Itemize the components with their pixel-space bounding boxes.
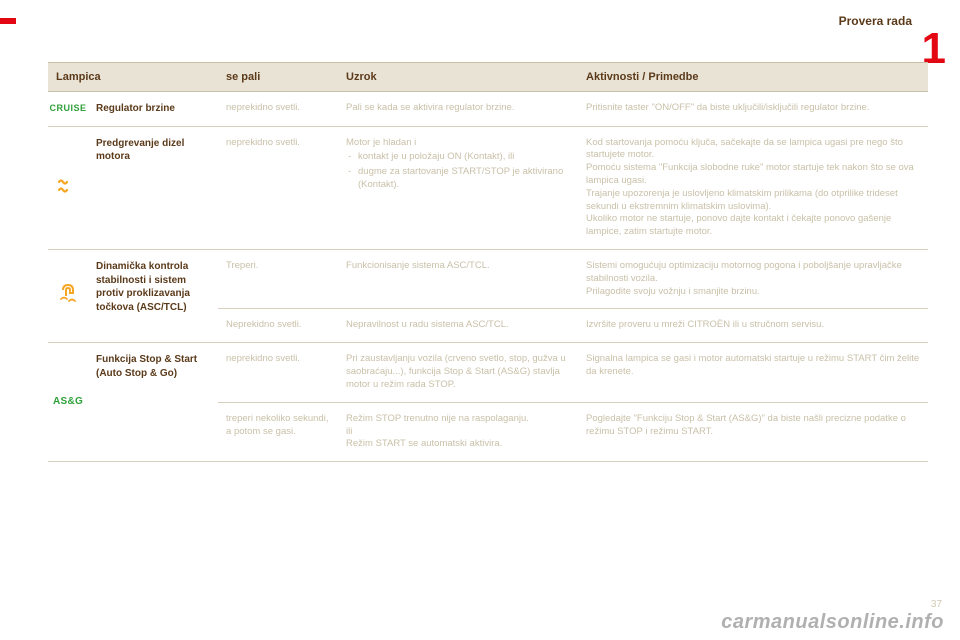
page-number: 37	[931, 599, 942, 610]
cell-aktivnosti: Izvršite proveru u mreži CITROËN ili u s…	[578, 309, 928, 343]
glow-plug-icon	[57, 178, 79, 198]
table-header-row: Lampica se pali Uzrok Aktivnosti / Prime…	[48, 63, 928, 92]
cruise-icon: CRUISE	[49, 103, 86, 113]
section-title: Provera rada	[839, 14, 912, 28]
cell-aktivnosti: Kod startovanja pomoću ključa, sačekajte…	[578, 126, 928, 250]
content-area: Lampica se pali Uzrok Aktivnosti / Prime…	[48, 62, 928, 462]
table-row: AS&G Funkcija Stop & Start (Auto Stop & …	[48, 343, 928, 402]
list-item: kontakt je u položaju ON (Kontakt), ili	[346, 151, 570, 164]
cell-uzrok: Funkcionisanje sistema ASC/TCL.	[338, 250, 578, 309]
cell-label: Dinamička kontrola stabilnosti i sistem …	[88, 250, 218, 343]
uzrok-list: kontakt je u položaju ON (Kontakt), ili …	[346, 151, 570, 191]
cell-uzrok: Pri zaustavljanju vozila (crveno svetlo,…	[338, 343, 578, 402]
th-sepali: se pali	[218, 63, 338, 92]
cell-aktivnosti: Pogledajte "Funkciju Stop & Start (AS&G)…	[578, 402, 928, 461]
table-row: Dinamička kontrola stabilnosti i sistem …	[48, 250, 928, 309]
th-uzrok: Uzrok	[338, 63, 578, 92]
cell-uzrok: Motor je hladan i kontakt je u položaju …	[338, 126, 578, 250]
cell-sepali: treperi nekoliko sekundi, a potom se gas…	[218, 402, 338, 461]
cell-sepali: neprekidno svetli.	[218, 126, 338, 250]
cell-sepali: Neprekidno svetli.	[218, 309, 338, 343]
cell-aktivnosti: Pritisnite taster "ON/OFF" da biste uklj…	[578, 92, 928, 127]
cell-label: Predgrevanje dizel motora	[88, 126, 218, 250]
cell-label: Regulator brzine	[88, 92, 218, 127]
cell-sepali: neprekidno svetli.	[218, 343, 338, 402]
page: Provera rada 1 Lampica se pali Uzrok Akt…	[0, 0, 960, 640]
list-item: dugme za startovanje START/STOP je aktiv…	[346, 166, 570, 192]
table-row: Predgrevanje dizel motora neprekidno sve…	[48, 126, 928, 250]
cell-aktivnosti: Sistemi omogućuju optimizaciju motornog …	[578, 250, 928, 309]
stability-control-icon	[57, 288, 79, 308]
cell-icon: CRUISE	[48, 92, 88, 127]
cell-uzrok: Nepravilnost u radu sistema ASC/TCL.	[338, 309, 578, 343]
cell-aktivnosti: Signalna lampica se gasi i motor automat…	[578, 343, 928, 402]
red-accent-tab	[0, 18, 16, 24]
table-body: CRUISE Regulator brzine neprekidno svetl…	[48, 92, 928, 462]
indicator-table: Lampica se pali Uzrok Aktivnosti / Prime…	[48, 62, 928, 462]
auto-stop-go-icon: AS&G	[53, 396, 83, 407]
uzrok-intro: Motor je hladan i	[346, 137, 416, 148]
footer-url: carmanualsonline.info	[721, 611, 944, 634]
cell-icon	[48, 126, 88, 250]
table-row: CRUISE Regulator brzine neprekidno svetl…	[48, 92, 928, 127]
cell-label: Funkcija Stop & Start (Auto Stop & Go)	[88, 343, 218, 462]
th-aktivnosti: Aktivnosti / Primedbe	[578, 63, 928, 92]
cell-icon	[48, 250, 88, 343]
cell-sepali: neprekidno svetli.	[218, 92, 338, 127]
cell-uzrok: Pali se kada se aktivira regulator brzin…	[338, 92, 578, 127]
th-lampica: Lampica	[48, 63, 218, 92]
cell-uzrok: Režim STOP trenutno nije na raspolaganju…	[338, 402, 578, 461]
cell-sepali: Treperi.	[218, 250, 338, 309]
cell-icon: AS&G	[48, 343, 88, 462]
